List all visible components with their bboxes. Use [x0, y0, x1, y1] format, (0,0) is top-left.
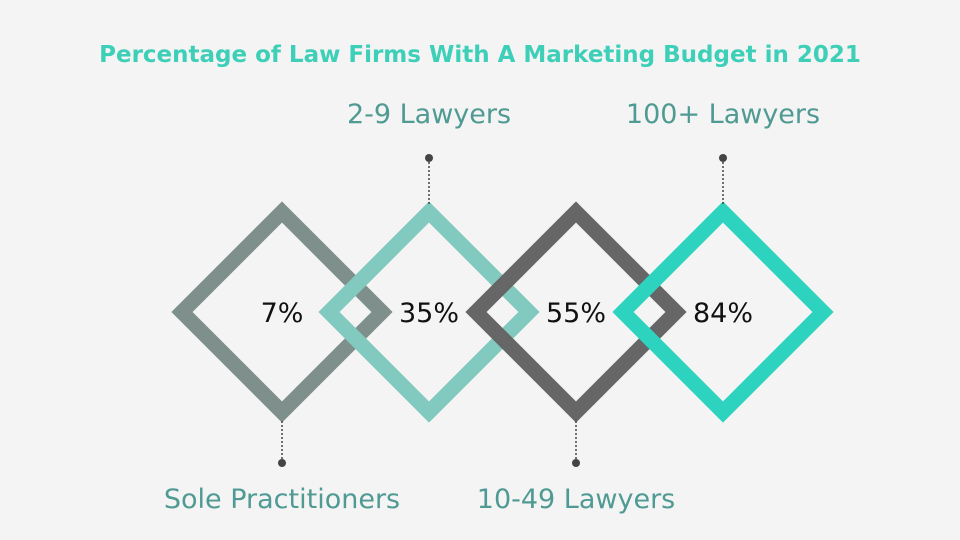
connector-dot	[278, 459, 286, 467]
diamond	[318, 201, 540, 423]
diamond	[465, 201, 687, 423]
category-label: 100+ Lawyers	[626, 99, 820, 130]
value-label: 55%	[546, 298, 606, 329]
connector-dot	[572, 459, 580, 467]
diamond	[612, 201, 834, 423]
category-label: 2-9 Lawyers	[347, 99, 511, 130]
value-label: 35%	[399, 298, 459, 329]
diamond	[171, 201, 393, 423]
value-label: 84%	[693, 298, 753, 329]
connector-dot	[719, 154, 727, 162]
category-label: 10-49 Lawyers	[477, 484, 675, 515]
category-label: Sole Practitioners	[164, 484, 400, 515]
title: Percentage of Law Firms With A Marketing…	[99, 42, 861, 68]
value-label: 7%	[261, 298, 304, 329]
connector-dot	[425, 154, 433, 162]
